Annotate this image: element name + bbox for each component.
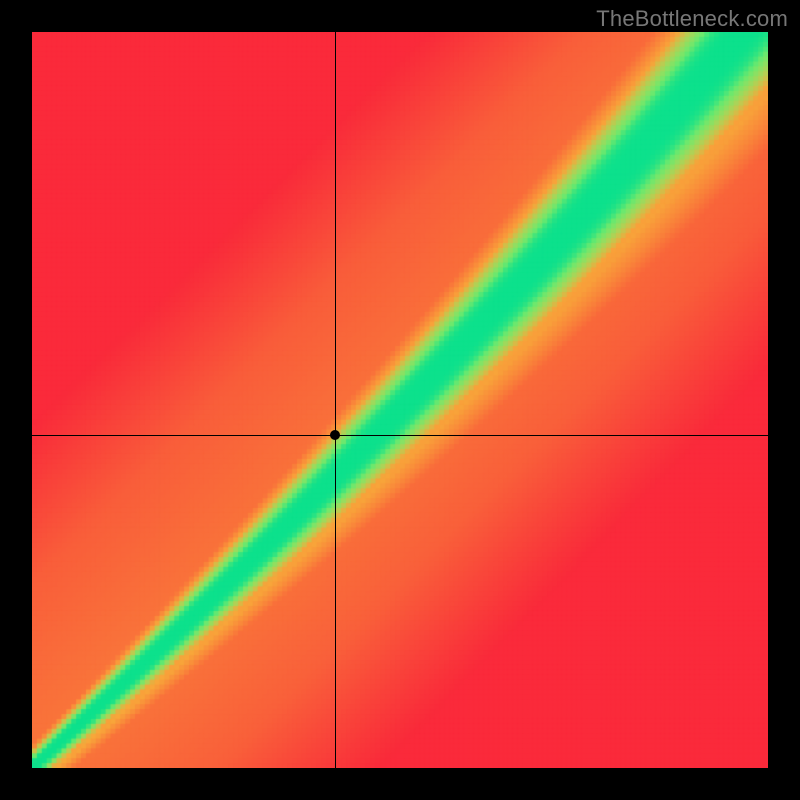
heatmap-canvas [32,32,768,768]
crosshair-horizontal [32,435,768,436]
crosshair-vertical [335,32,336,768]
chart-container: TheBottleneck.com [0,0,800,800]
watermark-text: TheBottleneck.com [596,6,788,32]
